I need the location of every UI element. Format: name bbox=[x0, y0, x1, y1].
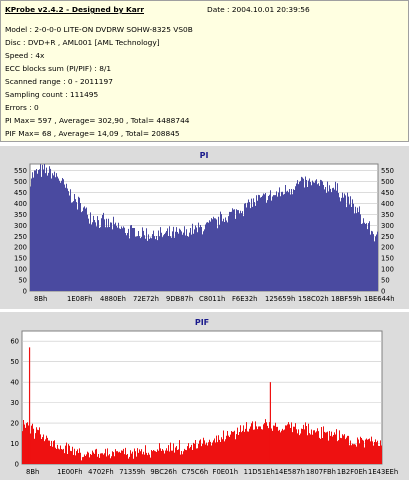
pi-chart: PI 0 0 50 50 100 100 150 150 200 200 250 250 300 300 35… bbox=[14, 151, 395, 303]
y-tick-label: 100 bbox=[14, 266, 27, 274]
x-tick-label: 14E587h bbox=[275, 468, 305, 476]
app-title: KProbe v2.4.2 - Designed by Karr bbox=[5, 5, 145, 14]
y-tick-label: 450 bbox=[14, 189, 27, 197]
x-tick-label: 8Bh bbox=[26, 468, 39, 476]
y-tick-label: 250 bbox=[14, 233, 27, 241]
y-tick-label-right: 50 bbox=[381, 277, 390, 285]
y-tick-label: 50 bbox=[18, 277, 27, 285]
y-tick-label: 150 bbox=[14, 255, 27, 263]
info-model: Model : 2-0-0-0 LITE-ON DVDRW SOHW-8325 … bbox=[5, 25, 193, 34]
y-tick-label-right: 200 bbox=[381, 244, 394, 252]
y-tick-label-right: 350 bbox=[381, 211, 394, 219]
info-errors: Errors : 0 bbox=[5, 103, 39, 112]
x-tick-label: 4702Fh bbox=[88, 468, 114, 476]
x-tick-label: 1B2F0Eh bbox=[337, 468, 367, 476]
y-tick-label-right: 250 bbox=[381, 233, 394, 241]
info-sampling: Sampling count : 111495 bbox=[5, 90, 99, 99]
y-tick-label-right: 150 bbox=[381, 255, 394, 263]
y-tick-label: 0 bbox=[15, 461, 19, 469]
y-tick-label: 30 bbox=[10, 399, 19, 407]
x-tick-label: 18BF59h bbox=[331, 295, 361, 303]
info-ecc: ECC blocks sum (PI/PIF) : 8/1 bbox=[5, 64, 112, 73]
info-disc: Disc : DVD+R , AML001 [AML Technology] bbox=[5, 38, 160, 47]
pif-chart: PIF 0 10 20 30 40 50 60 8Bh 1E00Fh 4702Fh 71359h 9BC… bbox=[10, 318, 398, 476]
x-tick-label: 1E08Fh bbox=[67, 295, 93, 303]
x-tick-label: 72E72h bbox=[133, 295, 159, 303]
y-tick-label: 550 bbox=[14, 167, 27, 175]
info-pif-stats: PIF Max= 68 , Average= 14,09 , Total= 20… bbox=[5, 129, 180, 138]
pif-chart-panel: PIF 0 10 20 30 40 50 60 8Bh 1E00Fh 4702Fh 71359h 9BC… bbox=[0, 312, 409, 480]
x-tick-label: 11D51Eh bbox=[244, 468, 275, 476]
y-tick-label: 400 bbox=[14, 200, 27, 208]
y-tick-label: 0 bbox=[23, 288, 27, 296]
pi-chart-panel: PI 0 0 50 50 100 100 150 150 200 200 250 250 300 300 35… bbox=[0, 146, 409, 309]
y-tick-label: 20 bbox=[10, 420, 19, 428]
y-tick-label: 40 bbox=[10, 379, 19, 387]
x-tick-label: 9DB87h bbox=[166, 295, 193, 303]
y-tick-label: 60 bbox=[10, 338, 19, 346]
y-tick-label-right: 0 bbox=[381, 288, 385, 296]
info-speed: Speed : 4x bbox=[5, 51, 45, 60]
x-tick-label: 4880Eh bbox=[100, 295, 126, 303]
info-range: Scanned range : 0 - 2011197 bbox=[5, 77, 113, 86]
scan-date: Date : 2004.10.01 20:39:56 bbox=[207, 5, 310, 14]
x-tick-label: 125659h bbox=[265, 295, 295, 303]
x-tick-label: C75C6h bbox=[181, 468, 208, 476]
x-tick-label: 8Bh bbox=[34, 295, 47, 303]
y-tick-label-right: 100 bbox=[381, 266, 394, 274]
x-tick-label: 1BE644h bbox=[364, 295, 395, 303]
x-tick-label: 1E00Fh bbox=[57, 468, 83, 476]
y-tick-label-right: 500 bbox=[381, 178, 394, 186]
info-panel: KProbe v2.4.2 - Designed by Karr Date : … bbox=[0, 0, 409, 142]
y-tick-label: 500 bbox=[14, 178, 27, 186]
x-tick-label: 71359h bbox=[119, 468, 145, 476]
y-tick-label: 350 bbox=[14, 211, 27, 219]
x-tick-label: F0E01h bbox=[213, 468, 239, 476]
y-tick-label: 10 bbox=[10, 440, 19, 448]
x-tick-label: F6E32h bbox=[232, 295, 258, 303]
y-tick-label-right: 300 bbox=[381, 222, 394, 230]
info-pi-stats: PI Max= 597 , Average= 302,90 , Total= 4… bbox=[5, 116, 190, 125]
y-tick-label: 50 bbox=[10, 358, 19, 366]
chart-title: PI bbox=[200, 151, 209, 160]
x-tick-label: 1807FBh bbox=[306, 468, 336, 476]
y-tick-label-right: 550 bbox=[381, 167, 394, 175]
y-tick-label: 200 bbox=[14, 244, 27, 252]
x-tick-label: 1E43EEh bbox=[368, 468, 398, 476]
x-tick-label: 9BC26h bbox=[150, 468, 177, 476]
chart-title: PIF bbox=[195, 318, 209, 327]
y-tick-label: 300 bbox=[14, 222, 27, 230]
y-tick-label-right: 400 bbox=[381, 200, 394, 208]
y-tick-label-right: 450 bbox=[381, 189, 394, 197]
x-tick-label: C8011h bbox=[199, 295, 225, 303]
x-tick-label: 158C02h bbox=[298, 295, 329, 303]
